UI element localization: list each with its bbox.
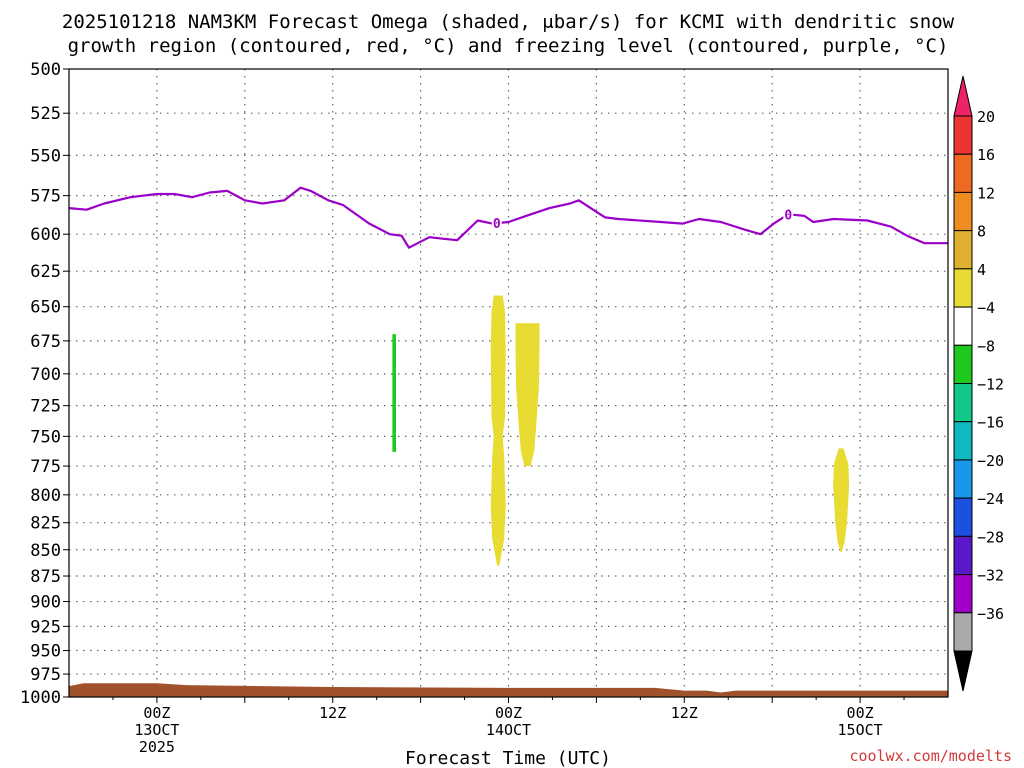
colorbar-box (953, 383, 973, 423)
gridlines (69, 69, 948, 697)
colorbar-label: 8 (977, 223, 986, 241)
colorbar-box (953, 612, 973, 652)
y-tick-label: 975 (30, 665, 61, 685)
x-tick-label: 15OCT (838, 721, 883, 739)
x-tick-label: 2025 (139, 738, 175, 756)
colorbar-label: −28 (977, 528, 1004, 546)
omega-region (515, 323, 540, 467)
chart-title-line-2: growth region (contoured, red, °C) and f… (68, 35, 949, 57)
terrain-fill (69, 683, 948, 697)
colorbar-box (953, 574, 973, 614)
y-tick-label: 1000 (20, 688, 61, 708)
omega-colorbar: 20 16 12 8 4 −4 −8 −12 −16 −20 −24 −28 −32 −36 (953, 75, 1004, 692)
y-tick-label: 875 (30, 567, 61, 587)
y-tick-label: 925 (30, 617, 61, 637)
colorbar-label: −36 (977, 605, 1004, 623)
y-tick-label: 800 (30, 486, 61, 506)
x-tick-label: 14OCT (486, 721, 531, 739)
freezing-level-label-bg (783, 207, 794, 222)
x-axis-label: Forecast Time (UTC) (405, 748, 611, 768)
x-tick-label: 00Z (495, 704, 522, 722)
y-tick-label: 825 (30, 514, 61, 534)
colorbar-box (953, 344, 973, 384)
plot-frame (68, 68, 949, 698)
x-tick-label: 13OCT (134, 721, 179, 739)
colorbar-label: 4 (977, 261, 986, 279)
colorbar-box (953, 421, 973, 461)
colorbar-box (953, 268, 973, 308)
omega-region (392, 334, 396, 452)
y-tick-label: 700 (30, 365, 61, 385)
y-tick-label: 900 (30, 593, 61, 613)
colorbar-label: −12 (977, 376, 1004, 394)
credit-text: coolwx.com/modelts (849, 747, 1012, 765)
y-tick-label: 500 (30, 60, 61, 80)
y-tick-label: 775 (30, 457, 61, 477)
freezing-level-contour: 00 (68, 186, 948, 249)
colorbar-bottom-triangle (953, 650, 973, 692)
colorbar-label: −16 (977, 414, 1004, 432)
y-tick-label: 850 (30, 541, 61, 561)
y-tick-label: 625 (30, 262, 61, 282)
colorbar-box (953, 115, 973, 155)
y-tick-label: 575 (30, 187, 61, 207)
pressure-axis: 500 525 550 575 600 625 650 675 700 725 750 775 800 8… (20, 60, 69, 708)
y-tick-label: 725 (30, 397, 61, 417)
colorbar-box (953, 153, 973, 193)
colorbar-label: −32 (977, 567, 1004, 585)
x-tick-label: 12Z (671, 704, 698, 722)
freezing-level-label-bg (491, 216, 502, 231)
freezing-level-label: 0 (493, 217, 501, 232)
colorbar-label: 12 (977, 184, 995, 202)
terrain-area (69, 683, 948, 697)
y-tick-label: 650 (30, 298, 61, 318)
colorbar-label: −24 (977, 490, 1004, 508)
y-tick-label: 600 (30, 225, 61, 245)
y-tick-label: 950 (30, 642, 61, 662)
y-tick-label: 675 (30, 332, 61, 352)
y-tick-label: 550 (30, 146, 61, 166)
x-tick-label: 12Z (319, 704, 346, 722)
colorbar-label: −20 (977, 452, 1004, 470)
colorbar-label: −4 (977, 299, 995, 317)
colorbar-box (953, 191, 973, 232)
y-tick-label: 750 (30, 427, 61, 447)
x-tick-label: 00Z (847, 704, 874, 722)
colorbar-box (953, 306, 973, 346)
freezing-level-label: 0 (784, 208, 792, 223)
y-tick-label: 525 (30, 104, 61, 124)
colorbar-label: −8 (977, 337, 995, 355)
colorbar-box (953, 459, 973, 499)
omega-shading (392, 295, 850, 566)
colorbar-box (953, 535, 973, 576)
colorbar-label: 16 (977, 146, 995, 164)
omega-region (833, 448, 850, 552)
x-tick-label: 00Z (143, 704, 170, 722)
chart-title-line-1: 2025101218 NAM3KM Forecast Omega (shaded… (62, 11, 955, 33)
colorbar-box (953, 497, 973, 537)
omega-region (490, 295, 506, 566)
freezing-level-line (68, 186, 948, 249)
colorbar-top-triangle (953, 75, 973, 117)
colorbar-label: 20 (977, 108, 995, 126)
colorbar-box (953, 230, 973, 270)
